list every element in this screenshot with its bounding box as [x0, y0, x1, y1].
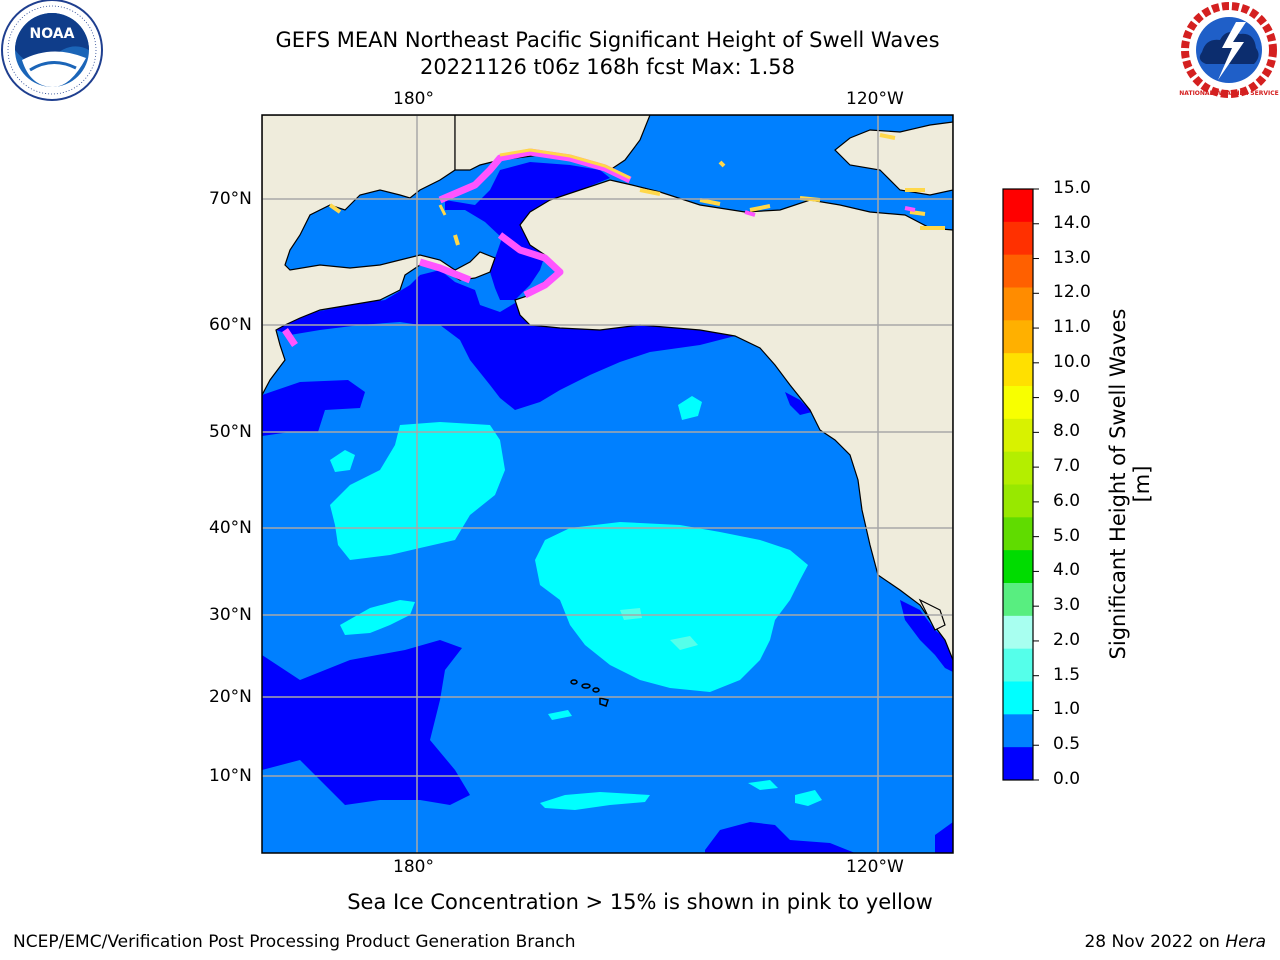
chart-subtitle: 20221126 t06z 168h fcst Max: 1.58	[420, 55, 795, 79]
lat-label-70n: 70°N	[209, 189, 252, 209]
footer-credit: NCEP/EMC/Verification Post Processing Pr…	[13, 932, 576, 952]
colorbar-cell	[1003, 714, 1033, 748]
footer-machine: Hera	[1225, 932, 1266, 952]
nws-logo: NATIONAL WEATHER SERVICE	[1179, 2, 1279, 98]
colorbar-tick-label: 4.0	[1053, 560, 1081, 581]
colorbar-cell	[1003, 615, 1033, 650]
lat-label-30n: 30°N	[209, 605, 252, 625]
colorbar-tick-label: 1.0	[1053, 699, 1081, 720]
colorbar-tick-label: 10.0	[1053, 351, 1091, 372]
lat-label-60n: 60°N	[209, 315, 252, 335]
chart-title: GEFS MEAN Northeast Pacific Significant …	[275, 28, 940, 52]
lat-label-20n: 20°N	[209, 687, 252, 707]
colorbar-cell	[1003, 189, 1033, 223]
footer-date-text: 28 Nov 2022 on	[1084, 932, 1226, 952]
hawaii-islands	[570, 679, 609, 707]
colorbar	[1003, 189, 1033, 781]
map-frame	[261, 114, 954, 854]
colorbar-tick-label: 5.0	[1053, 525, 1081, 546]
colorbar-tick-label: 14.0	[1053, 212, 1091, 233]
colorbar-tick-label: 2.0	[1053, 629, 1081, 650]
colorbar-tick-label: 0.5	[1053, 734, 1081, 755]
colorbar-tick-label: 13.0	[1053, 247, 1091, 268]
lat-label-50n: 50°N	[209, 422, 252, 442]
colorbar-cell	[1003, 386, 1033, 420]
noaa-logo: NOAA	[1, 0, 103, 101]
lon-label-top-120w: 120°W	[846, 89, 904, 109]
nws-logo-text: NATIONAL WEATHER SERVICE	[1179, 90, 1278, 97]
colorbar-tick-label: 9.0	[1053, 386, 1081, 407]
lon-label-bottom-120w: 120°W	[846, 857, 904, 877]
colorbar-tick-label: 8.0	[1053, 421, 1081, 442]
colorbar-cell	[1003, 484, 1033, 518]
swell-band-1.5-2.0	[620, 608, 698, 650]
colorbar-tick-label: 7.0	[1053, 456, 1081, 477]
colorbar-cell	[1003, 517, 1033, 551]
lon-label-bottom-180: 180°	[393, 857, 434, 877]
colorbar-cell	[1003, 418, 1033, 453]
colorbar-tick-label: 6.0	[1053, 490, 1081, 511]
lat-label-40n: 40°N	[209, 518, 252, 538]
lon-label-top-180: 180°	[393, 89, 434, 109]
colorbar-label: Significant Height of Swell Waves [m]	[1106, 308, 1154, 660]
colorbar-cell	[1003, 681, 1033, 715]
colorbar-cell	[1003, 451, 1033, 485]
colorbar-cell	[1003, 648, 1033, 682]
colorbar-tick-label: 0.0	[1053, 769, 1081, 789]
colorbar-cell	[1003, 583, 1033, 617]
sea-ice-caption: Sea Ice Concentration > 15% is shown in …	[347, 890, 933, 914]
colorbar-cell	[1003, 550, 1033, 584]
colorbar-tick-label: 11.0	[1053, 317, 1091, 338]
swell-band-0-0.5	[262, 162, 953, 853]
colorbar-cell	[1003, 747, 1033, 781]
footer-date: 28 Nov 2022 on Hera	[1084, 932, 1266, 952]
sea-ice	[282, 133, 945, 347]
lat-label-10n: 10°N	[209, 766, 252, 786]
colorbar-tick-label: 1.5	[1053, 664, 1081, 685]
colorbar-tick-label: 3.0	[1053, 595, 1081, 616]
graticule	[262, 115, 953, 853]
colorbar-cell	[1003, 287, 1033, 321]
colorbar-tick-label: 15.0	[1053, 178, 1091, 198]
colorbar-cell	[1003, 254, 1033, 288]
colorbar-cell	[1003, 353, 1033, 387]
colorbar-cell	[1003, 320, 1033, 354]
colorbar-tick-label: 12.0	[1053, 282, 1091, 303]
noaa-logo-text: NOAA	[30, 26, 75, 42]
colorbar-frame	[1002, 188, 1034, 781]
colorbar-cell	[1003, 221, 1033, 256]
